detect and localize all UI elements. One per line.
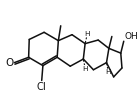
Text: H: H	[82, 66, 87, 72]
Text: Cl: Cl	[37, 82, 47, 92]
Text: OH: OH	[124, 32, 138, 41]
Text: O: O	[5, 58, 13, 68]
Text: H: H	[84, 31, 89, 37]
Text: H: H	[105, 69, 110, 75]
